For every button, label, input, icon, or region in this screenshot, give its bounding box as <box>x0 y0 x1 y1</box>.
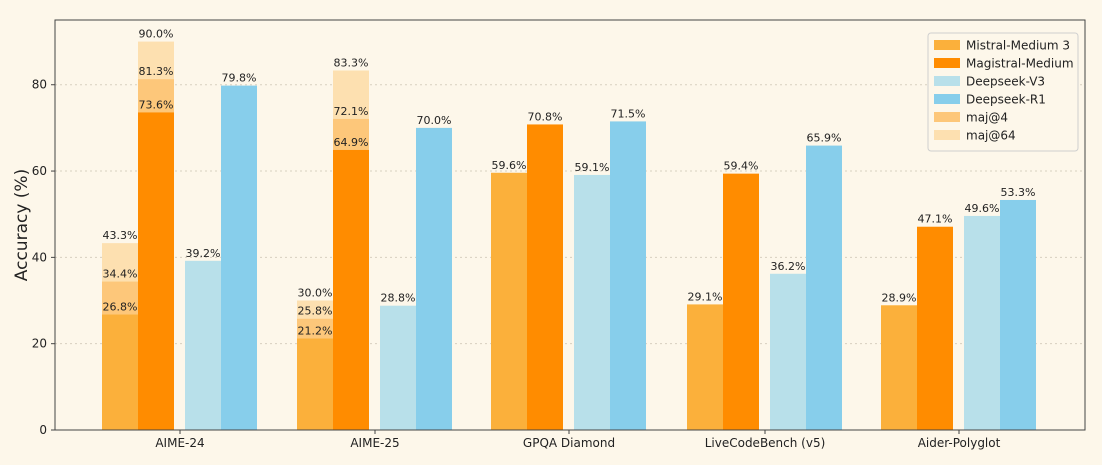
bar-maj4 <box>102 281 138 315</box>
x-tick-label: AIME-24 <box>155 436 204 450</box>
legend-label: Mistral-Medium 3 <box>966 39 1070 53</box>
data-label: 65.9% <box>807 132 842 145</box>
legend-box <box>927 32 1079 152</box>
x-tick-label: LiveCodeBench (v5) <box>705 436 826 450</box>
data-label: 21.2% <box>298 325 333 338</box>
value-labels-layer: 26.8% 34.4% 43.3% 73.6% 81.3% 90.0% 39.2% 79.8%… <box>103 28 1036 338</box>
bar <box>964 215 1000 430</box>
bars-layer <box>102 41 1036 431</box>
data-label: 59.4% <box>724 160 759 173</box>
data-label: 72.1% <box>334 105 369 118</box>
bar <box>221 85 257 430</box>
bar <box>138 112 174 430</box>
bar-maj64 <box>297 300 333 319</box>
bar <box>687 304 723 430</box>
y-tick-label: 80 <box>32 78 47 92</box>
bar <box>527 124 563 430</box>
legend-swatch <box>934 130 960 140</box>
data-label: 28.8% <box>381 292 416 305</box>
bar-maj64 <box>102 243 138 282</box>
data-label: 47.1% <box>918 213 953 226</box>
data-label: 34.4% <box>103 268 138 281</box>
bar <box>881 305 917 430</box>
data-label: 39.2% <box>186 247 221 260</box>
y-tick-label: 40 <box>32 250 47 264</box>
legend-label: Magistral-Medium <box>966 57 1074 71</box>
data-label: 28.9% <box>882 291 917 304</box>
data-label: 53.3% <box>1001 186 1036 199</box>
y-tick-label: 60 <box>32 164 47 178</box>
bar <box>806 145 842 430</box>
data-label: 70.0% <box>417 114 452 127</box>
data-label: 81.3% <box>139 65 174 78</box>
legend-label: maj@64 <box>966 129 1016 143</box>
bar-maj64 <box>333 70 369 119</box>
data-label: 25.8% <box>298 305 333 318</box>
bar <box>770 273 806 430</box>
bar <box>380 305 416 430</box>
legend-swatch <box>934 112 960 122</box>
bar <box>297 338 333 430</box>
data-label: 83.3% <box>334 56 369 69</box>
data-label: 79.8% <box>222 72 257 85</box>
legend-label: Deepseek-V3 <box>966 75 1045 89</box>
data-label: 73.6% <box>139 98 174 111</box>
data-label: 49.6% <box>965 202 1000 215</box>
bar-maj4 <box>333 118 369 150</box>
legend-swatch <box>934 58 960 68</box>
y-tick-label: 0 <box>39 423 47 437</box>
bar <box>102 314 138 430</box>
legend-label: Deepseek-R1 <box>966 93 1046 107</box>
bar <box>491 172 527 431</box>
bar <box>610 121 646 430</box>
x-axis: AIME-24 AIME-25 GPQA Diamond LiveCodeBench … <box>155 430 1001 450</box>
bar <box>1000 199 1036 430</box>
bar-maj64 <box>138 41 174 80</box>
data-label: 70.8% <box>528 110 563 123</box>
y-axis-label: Accuracy (%) <box>12 169 32 281</box>
data-label: 30.0% <box>298 287 333 300</box>
data-label: 59.6% <box>492 159 527 172</box>
x-tick-label: AIME-25 <box>350 436 399 450</box>
data-label: 36.2% <box>771 260 806 273</box>
y-tick-label: 20 <box>32 337 47 351</box>
legend-swatch <box>934 76 960 86</box>
x-tick-label: Aider-Polyglot <box>918 436 1001 450</box>
bar <box>416 127 452 430</box>
legend: Mistral-Medium 3 Magistral-Medium Deepseek… <box>927 32 1079 152</box>
data-label: 90.0% <box>139 28 174 41</box>
data-label: 29.1% <box>688 290 723 303</box>
data-label: 71.5% <box>611 107 646 120</box>
data-label: 26.8% <box>103 300 138 313</box>
bar <box>574 174 610 430</box>
data-label: 59.1% <box>575 161 610 174</box>
plot-frame <box>54 19 1086 431</box>
legend-swatch <box>934 94 960 104</box>
data-label: 64.9% <box>334 136 369 149</box>
legend-label: maj@4 <box>966 111 1008 125</box>
bar-maj4 <box>138 79 174 113</box>
x-tick-label: GPQA Diamond <box>523 436 615 450</box>
legend-swatch <box>934 40 960 50</box>
y-axis: 0 20 40 60 80 <box>32 78 55 437</box>
bar <box>723 173 759 431</box>
data-label: 43.3% <box>103 229 138 242</box>
bar <box>333 149 369 430</box>
bar-maj4 <box>297 318 333 339</box>
bar <box>185 260 221 430</box>
bar <box>917 226 953 430</box>
